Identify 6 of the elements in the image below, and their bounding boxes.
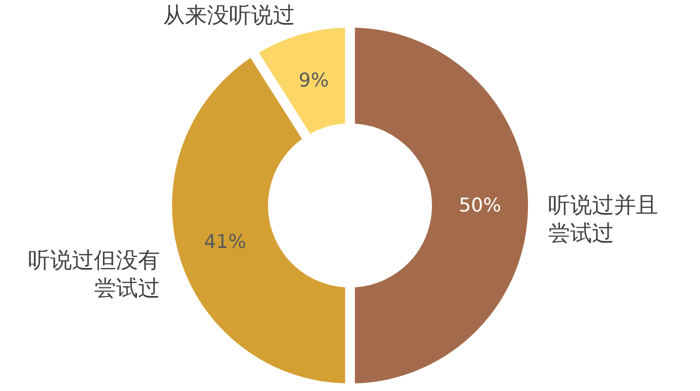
slice-label: 听说过但没有尝试过	[28, 248, 160, 302]
data-label: 9%	[298, 70, 329, 92]
data-label: 41%	[204, 230, 246, 253]
slice-label: 听说过并且尝试过	[548, 194, 658, 246]
data-label: 50%	[458, 194, 502, 216]
slice-label: 从来没听说过	[162, 3, 295, 28]
